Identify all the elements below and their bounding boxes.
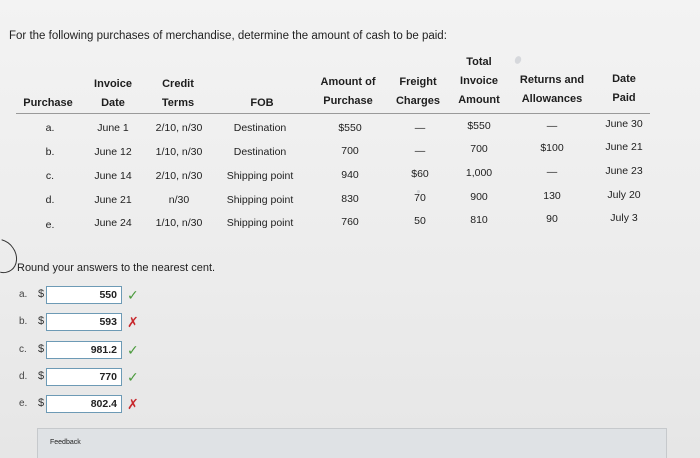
cell-purchase: a. <box>45 122 55 134</box>
cell-date-paid: June 23 <box>605 165 643 177</box>
rounding-instruction: Round your answers to the nearest cent. <box>17 262 216 274</box>
cell-amount: 760 <box>341 216 359 228</box>
answer-input-c[interactable]: 981.2 <box>46 341 122 359</box>
check-icon: ✓ <box>127 287 139 303</box>
answer-input-e[interactable]: 802.4 <box>46 395 122 413</box>
check-icon: ✓ <box>127 369 139 385</box>
cell-purchase: b. <box>45 146 55 158</box>
answer-letter: c. <box>19 344 27 355</box>
answer-input-b[interactable]: 593 <box>46 313 122 331</box>
cell-date: June 12 <box>94 146 132 158</box>
cell-amount: 940 <box>341 169 359 181</box>
cell-date: June 21 <box>94 194 132 206</box>
cell-freight: 50 <box>414 215 426 227</box>
instruction-text: For the following purchases of merchandi… <box>9 30 447 42</box>
answer-input-a[interactable]: 550 <box>46 286 122 304</box>
cell-date: June 24 <box>94 217 132 229</box>
cell-total: 810 <box>470 214 488 226</box>
header-total-line1: Total <box>466 56 492 68</box>
decorative-dot <box>513 55 523 65</box>
cell-amount: 830 <box>341 193 359 205</box>
cell-returns: — <box>546 120 558 132</box>
cell-total: $550 <box>467 120 491 132</box>
cell-terms: 2/10, n/30 <box>155 170 203 182</box>
header-total-line3: Amount <box>458 94 500 106</box>
cell-returns: — <box>546 166 558 178</box>
currency-symbol: $ <box>38 370 45 382</box>
check-icon: ✓ <box>127 342 139 358</box>
feedback-label: Feedback <box>50 439 81 446</box>
cell-purchase: d. <box>45 194 55 206</box>
cell-returns: $100 <box>540 142 564 154</box>
cell-amount: 700 <box>341 145 359 157</box>
currency-symbol: $ <box>38 315 45 327</box>
cell-total: 900 <box>470 191 488 203</box>
cell-total: 1,000 <box>465 167 493 179</box>
cell-fob: Shipping point <box>226 170 294 182</box>
currency-symbol: $ <box>38 397 45 409</box>
header-freight-line1: Freight <box>399 76 437 88</box>
cell-terms: 1/10, n/30 <box>155 146 203 158</box>
header-purchase: Purchase <box>23 97 73 109</box>
feedback-panel[interactable]: Feedback <box>37 428 667 458</box>
cell-returns: 90 <box>546 213 558 225</box>
currency-symbol: $ <box>38 343 45 355</box>
cell-date: June 1 <box>97 122 129 134</box>
cell-fob: Destination <box>233 122 287 134</box>
cell-date-paid: June 30 <box>605 118 643 130</box>
cell-returns: 130 <box>543 190 561 202</box>
cell-fob: Shipping point <box>226 217 294 229</box>
cell-purchase: c. <box>45 170 55 182</box>
header-credit-terms-line1: Credit <box>162 78 194 90</box>
header-freight-line2: Charges <box>395 95 441 107</box>
cell-freight: $60 <box>411 168 429 180</box>
header-amount-line2: Purchase <box>323 95 373 107</box>
answer-input-d[interactable]: 770 <box>46 368 122 386</box>
cell-terms: 1/10, n/30 <box>155 217 203 229</box>
cross-icon: ✗ <box>127 314 139 330</box>
header-returns-line2: Allowances <box>521 93 583 105</box>
answer-letter: b. <box>19 316 28 327</box>
header-total-line2: Invoice <box>460 75 498 87</box>
cell-total: 700 <box>470 143 488 155</box>
header-amount-line1: Amount of <box>320 76 376 88</box>
cell-freight: — <box>414 145 426 157</box>
cell-date-paid: June 21 <box>605 141 643 153</box>
cell-date-paid: July 20 <box>607 189 641 201</box>
answer-letter: d. <box>19 371 28 382</box>
cell-date: June 14 <box>94 170 132 182</box>
currency-symbol: $ <box>38 288 45 300</box>
cell-terms: 2/10, n/30 <box>155 122 203 134</box>
cell-freight: 70 <box>414 192 426 204</box>
header-date-paid-line2: Paid <box>612 92 636 104</box>
cell-terms: n/30 <box>168 194 190 206</box>
header-divider <box>16 113 650 114</box>
cell-fob: Shipping point <box>226 194 294 206</box>
cell-date-paid: July 3 <box>610 212 638 224</box>
cell-freight: — <box>414 122 426 134</box>
decorative-dot <box>417 190 420 193</box>
header-fob: FOB <box>250 97 274 109</box>
cross-icon: ✗ <box>127 396 139 412</box>
cell-purchase: e. <box>45 219 55 231</box>
answer-letter: e. <box>19 398 28 409</box>
header-returns-line1: Returns and <box>519 74 585 86</box>
header-invoice-date-line2: Date <box>101 97 125 109</box>
cell-amount: $550 <box>338 122 362 134</box>
answer-letter: a. <box>19 289 28 300</box>
header-credit-terms-line2: Terms <box>161 97 195 109</box>
header-invoice-date-line1: Invoice <box>94 78 132 90</box>
cell-fob: Destination <box>233 146 287 158</box>
header-date-paid-line1: Date <box>612 73 636 85</box>
